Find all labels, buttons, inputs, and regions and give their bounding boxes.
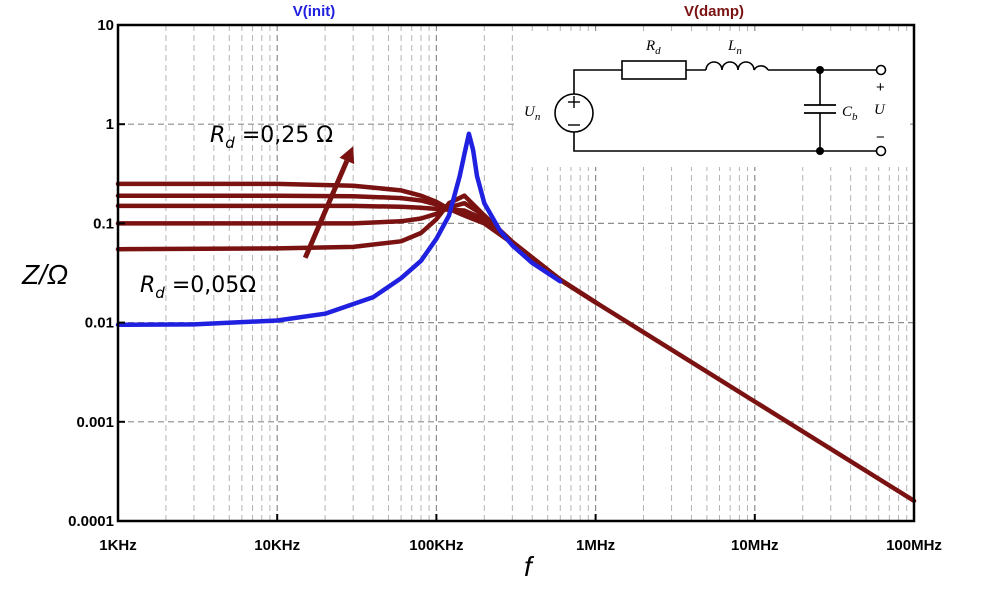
x-axis-title: f: [524, 551, 535, 582]
x-tick-label: 1KHz: [99, 537, 137, 554]
label-rd: Rd: [645, 38, 661, 57]
series-line: [115, 131, 563, 328]
y-axis-title: Z/Ω: [21, 259, 68, 290]
label-u: U: [874, 102, 886, 118]
y-tick-label: 1: [106, 116, 114, 133]
legend-v-damp: V(damp): [684, 3, 744, 20]
terminal-bottom: [875, 145, 887, 157]
y-tick-label: 0.0001: [68, 513, 114, 530]
label-minus: −: [876, 129, 885, 146]
x-tick-label: 100MHz: [886, 537, 942, 554]
label-un: Un: [524, 104, 541, 123]
inductor-ln: [705, 61, 769, 74]
rd-arrow: [302, 146, 355, 259]
arrow-head: [339, 146, 355, 165]
label-cb: Cb: [842, 104, 858, 123]
y-tick-label: 0.01: [85, 315, 114, 332]
plot-frame: [116, 23, 916, 523]
legend-v-init: V(init): [293, 3, 336, 20]
annotation-rd-high: Rd =0,25 Ω: [210, 123, 333, 152]
node-bottom: [816, 147, 824, 155]
voltage-source: [554, 93, 594, 133]
label-ln: Ln: [727, 38, 742, 57]
arrow-shaft: [302, 159, 350, 259]
y-tick-label: 10: [97, 17, 114, 34]
tick-labels: 1KHz 10KHz 100KHz 1MHz 10MHz 100MHz 10 1 0.1 0.01…: [68, 17, 942, 554]
x-tick-label: 100KHz: [409, 537, 463, 554]
wire-top: [573, 69, 622, 97]
wire-bottom: [573, 131, 876, 152]
y-tick-label: 0.1: [93, 215, 114, 232]
x-tick-label: 10KHz: [254, 537, 300, 554]
series-line: [115, 181, 598, 305]
annotation-rd-low: Rd =0,05Ω: [140, 273, 256, 302]
terminal-top: [875, 64, 887, 76]
label-plus: +: [876, 79, 885, 96]
x-tick-label: 10MHz: [731, 537, 779, 554]
x-tick-label: 1MHz: [576, 537, 615, 554]
circuit-inset: Un Rd Ln Cb U + −: [514, 32, 910, 167]
series-layer: [115, 131, 917, 504]
y-tick-label: 0.001: [76, 414, 114, 431]
